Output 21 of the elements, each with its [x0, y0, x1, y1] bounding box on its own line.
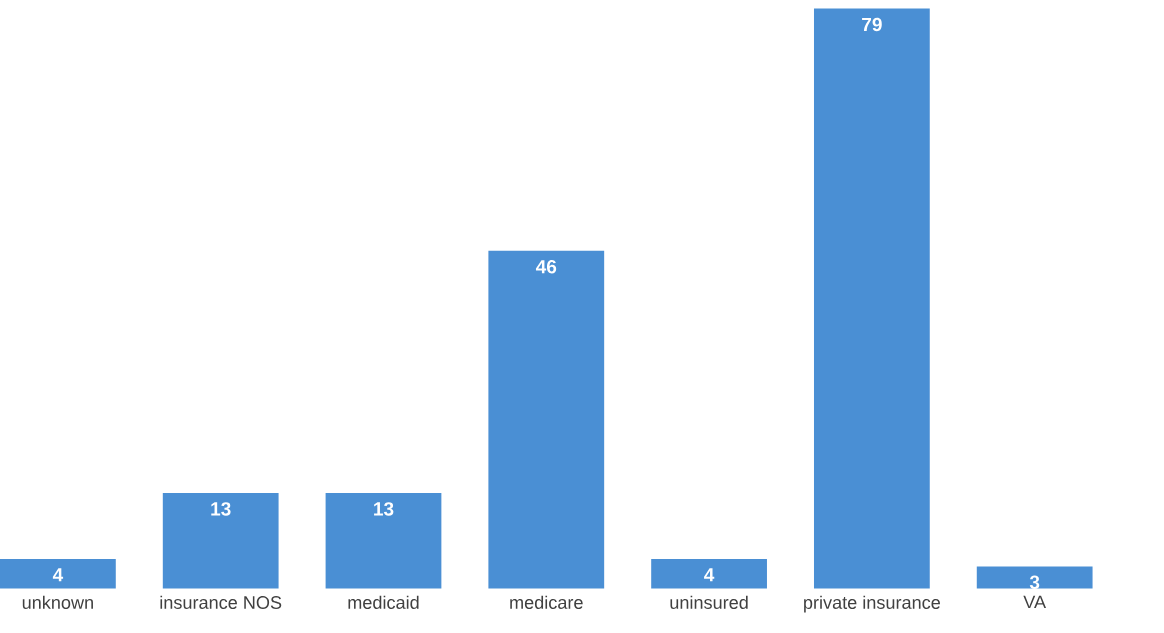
- bar: [488, 250, 605, 589]
- data-label: 4: [704, 568, 715, 582]
- x-tick-label: private insurance: [804, 595, 940, 613]
- data-label: 13: [374, 501, 394, 516]
- bar: [976, 566, 1093, 589]
- data-label: 46: [535, 259, 557, 274]
- x-tick-label: unknown: [22, 595, 93, 609]
- bar: [0, 558, 116, 589]
- bar: [651, 558, 767, 589]
- bar: [813, 8, 930, 589]
- bar: [162, 492, 279, 589]
- x-tick-label: uninsured: [670, 595, 748, 609]
- data-label: 79: [862, 17, 882, 32]
- data-label: 13: [211, 501, 231, 516]
- x-tick-label: VA: [1023, 595, 1047, 608]
- x-tick-label: insurance NOS: [160, 595, 282, 609]
- x-tick-label: medicaid: [348, 595, 419, 609]
- data-label: 4: [52, 568, 64, 582]
- bar: [325, 492, 442, 589]
- data-label: 3: [1029, 575, 1040, 589]
- x-tick-label: medicare: [510, 595, 583, 609]
